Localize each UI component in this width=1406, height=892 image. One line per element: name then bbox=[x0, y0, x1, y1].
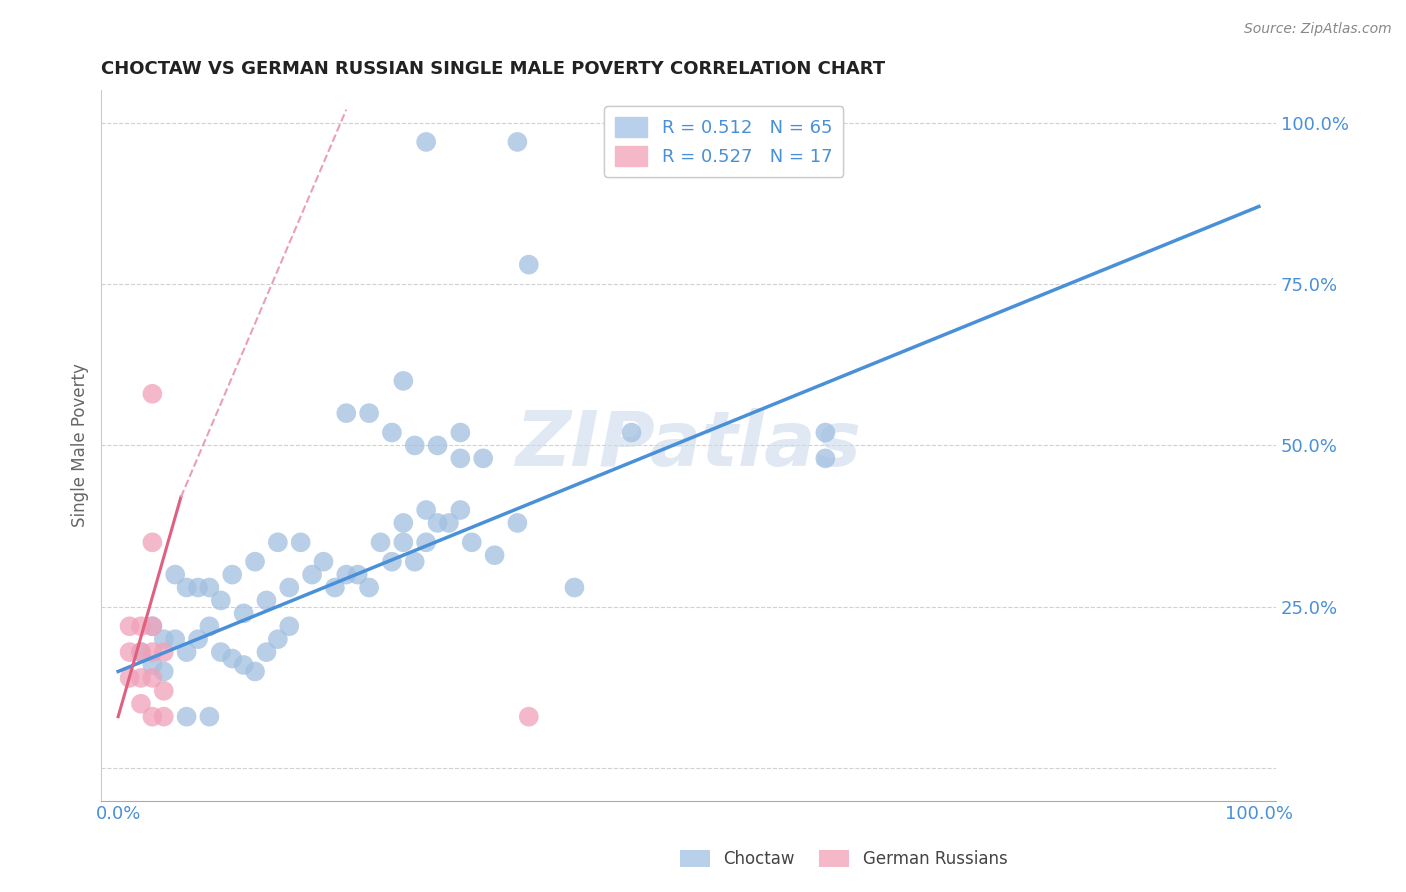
Legend: Choctaw, German Russians: Choctaw, German Russians bbox=[673, 843, 1014, 875]
Point bbox=[129, 671, 152, 685]
Point bbox=[620, 425, 643, 440]
Point bbox=[118, 645, 141, 659]
Point bbox=[449, 451, 471, 466]
Point bbox=[335, 567, 357, 582]
Point bbox=[814, 451, 837, 466]
Point bbox=[449, 503, 471, 517]
Point bbox=[370, 535, 392, 549]
Point bbox=[141, 535, 163, 549]
Point bbox=[209, 593, 232, 607]
Point bbox=[381, 555, 404, 569]
Point bbox=[198, 709, 221, 723]
Point bbox=[461, 535, 484, 549]
Point bbox=[176, 581, 198, 595]
Point bbox=[141, 645, 163, 659]
Point bbox=[141, 386, 163, 401]
Legend: R = 0.512   N = 65, R = 0.527   N = 17: R = 0.512 N = 65, R = 0.527 N = 17 bbox=[605, 106, 844, 177]
Point bbox=[129, 619, 152, 633]
Point bbox=[564, 581, 586, 595]
Point bbox=[290, 535, 312, 549]
Point bbox=[323, 581, 346, 595]
Point bbox=[426, 438, 449, 452]
Point bbox=[152, 632, 174, 647]
Point bbox=[517, 258, 540, 272]
Point bbox=[198, 581, 221, 595]
Point bbox=[381, 425, 404, 440]
Point bbox=[484, 548, 506, 562]
Point bbox=[346, 567, 368, 582]
Point bbox=[141, 658, 163, 673]
Point bbox=[506, 135, 529, 149]
Point bbox=[141, 709, 163, 723]
Text: ZIPatlas: ZIPatlas bbox=[516, 409, 862, 483]
Point bbox=[437, 516, 460, 530]
Point bbox=[129, 645, 152, 659]
Point bbox=[415, 503, 437, 517]
Point bbox=[404, 555, 426, 569]
Point bbox=[278, 581, 301, 595]
Point bbox=[232, 607, 254, 621]
Point bbox=[141, 671, 163, 685]
Point bbox=[267, 632, 290, 647]
Point bbox=[221, 567, 243, 582]
Point bbox=[472, 451, 495, 466]
Point bbox=[209, 645, 232, 659]
Point bbox=[165, 567, 187, 582]
Point bbox=[243, 665, 266, 679]
Point bbox=[256, 645, 278, 659]
Point bbox=[129, 697, 152, 711]
Point bbox=[118, 619, 141, 633]
Point bbox=[152, 683, 174, 698]
Point bbox=[129, 645, 152, 659]
Point bbox=[176, 709, 198, 723]
Point bbox=[359, 406, 381, 420]
Point bbox=[187, 632, 209, 647]
Point bbox=[404, 438, 426, 452]
Point bbox=[415, 535, 437, 549]
Point bbox=[118, 671, 141, 685]
Point bbox=[243, 555, 266, 569]
Point bbox=[267, 535, 290, 549]
Point bbox=[141, 619, 163, 633]
Point bbox=[232, 658, 254, 673]
Point bbox=[198, 619, 221, 633]
Point bbox=[256, 593, 278, 607]
Point bbox=[165, 632, 187, 647]
Text: Source: ZipAtlas.com: Source: ZipAtlas.com bbox=[1244, 22, 1392, 37]
Point bbox=[187, 581, 209, 595]
Point bbox=[426, 516, 449, 530]
Point bbox=[312, 555, 335, 569]
Point bbox=[335, 406, 357, 420]
Point bbox=[415, 135, 437, 149]
Point bbox=[152, 645, 174, 659]
Point bbox=[301, 567, 323, 582]
Point bbox=[392, 374, 415, 388]
Point bbox=[392, 535, 415, 549]
Point bbox=[359, 581, 381, 595]
Point bbox=[152, 665, 174, 679]
Point bbox=[814, 425, 837, 440]
Y-axis label: Single Male Poverty: Single Male Poverty bbox=[72, 364, 89, 527]
Point bbox=[176, 645, 198, 659]
Point bbox=[221, 651, 243, 665]
Point bbox=[392, 516, 415, 530]
Point bbox=[449, 425, 471, 440]
Point bbox=[141, 619, 163, 633]
Point bbox=[517, 709, 540, 723]
Text: CHOCTAW VS GERMAN RUSSIAN SINGLE MALE POVERTY CORRELATION CHART: CHOCTAW VS GERMAN RUSSIAN SINGLE MALE PO… bbox=[101, 60, 886, 78]
Point bbox=[278, 619, 301, 633]
Point bbox=[506, 516, 529, 530]
Point bbox=[152, 709, 174, 723]
